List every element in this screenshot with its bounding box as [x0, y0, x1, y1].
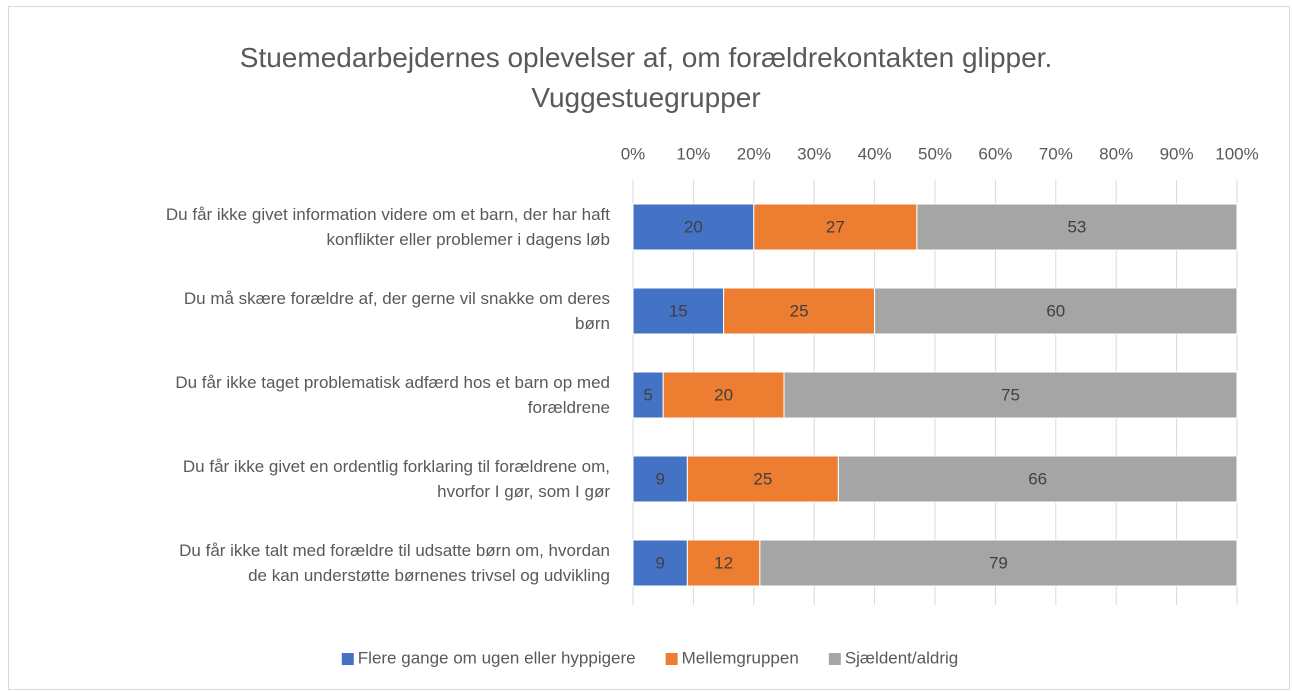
data-label: 60: [1046, 301, 1065, 320]
bar-segment: [874, 287, 1238, 335]
data-label: 79: [989, 553, 1008, 572]
bar-segment: [632, 455, 688, 503]
x-tick-label: 40%: [858, 144, 892, 163]
bar-segment: [753, 203, 918, 251]
x-tick-label: 0%: [621, 144, 646, 163]
data-label: 12: [714, 553, 733, 572]
bar-segment: [916, 203, 1238, 251]
bar-segment: [632, 539, 688, 587]
legend-label: Sjældent/aldrig: [845, 648, 958, 667]
bar-segment: [632, 203, 755, 251]
bar-segment: [686, 539, 761, 587]
legend-swatch: [828, 653, 841, 665]
x-tick-label: 70%: [1039, 144, 1073, 163]
bar-segment: [723, 287, 876, 335]
data-label: 9: [655, 553, 664, 572]
bar-segment: [759, 539, 1238, 587]
bar-segment: [686, 455, 839, 503]
x-tick-label: 20%: [737, 144, 771, 163]
data-label: 20: [714, 385, 733, 404]
data-label: 20: [684, 217, 703, 236]
x-tick-label: 100%: [1215, 144, 1258, 163]
category-label: Du får ikke givet information videre om …: [165, 205, 610, 249]
legend-label: Mellemgruppen: [682, 648, 799, 667]
data-label: 5: [643, 385, 652, 404]
x-tick-label: 60%: [978, 144, 1012, 163]
data-label: 25: [753, 469, 772, 488]
legend-swatch: [341, 653, 354, 665]
legend-label: Flere gange om ugen eller hyppigere: [358, 648, 636, 667]
legend-swatch: [665, 653, 678, 665]
chart-title: Stuemedarbejdernes oplevelser af, om for…: [239, 42, 1053, 113]
x-tick-label: 80%: [1099, 144, 1133, 163]
category-label: Du får ikke talt med forældre til udsatt…: [179, 541, 610, 585]
data-label: 15: [669, 301, 688, 320]
x-tick-label: 90%: [1160, 144, 1194, 163]
bar-segment: [632, 371, 664, 419]
x-tick-label: 10%: [676, 144, 710, 163]
data-label: 25: [790, 301, 809, 320]
data-label: 66: [1028, 469, 1047, 488]
data-label: 27: [826, 217, 845, 236]
data-label: 75: [1001, 385, 1020, 404]
bar-segment: [783, 371, 1238, 419]
x-tick-label: 50%: [918, 144, 952, 163]
bar-segment: [837, 455, 1238, 503]
category-label: Du må skære forældre af, der gerne vil s…: [183, 289, 610, 333]
category-label: Du får ikke givet en ordentlig forklarin…: [182, 457, 610, 501]
data-label: 53: [1067, 217, 1086, 236]
category-label: Du får ikke taget problematisk adfærd ho…: [175, 373, 610, 417]
data-label: 9: [655, 469, 664, 488]
bar-segment: [632, 287, 725, 335]
x-tick-label: 30%: [797, 144, 831, 163]
bar-segment: [662, 371, 785, 419]
